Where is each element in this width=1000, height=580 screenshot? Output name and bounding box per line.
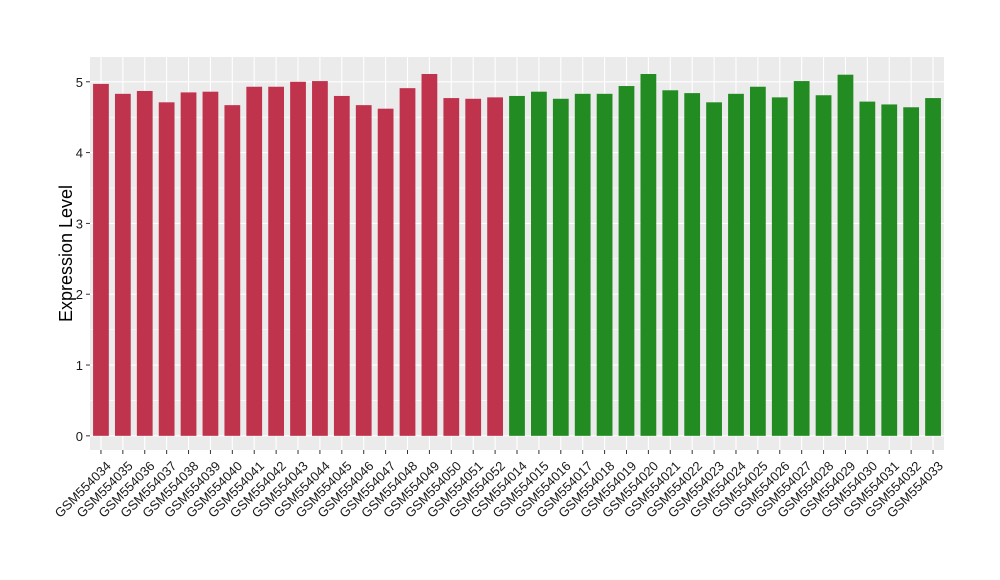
bar-GSM554046 xyxy=(355,105,372,436)
bar-GSM554026 xyxy=(771,97,788,436)
bar-GSM554043 xyxy=(290,81,306,436)
bar-GSM554024 xyxy=(728,93,744,436)
y-tick-label: 0 xyxy=(76,429,83,444)
bar-GSM554030 xyxy=(859,101,876,436)
bar-GSM554037 xyxy=(158,102,175,436)
bar-GSM554025 xyxy=(749,86,766,436)
bar-GSM554020 xyxy=(640,73,657,436)
bar-GSM554039 xyxy=(202,91,219,436)
bar-GSM554047 xyxy=(377,108,394,436)
bar-GSM554014 xyxy=(509,95,525,436)
bars-group xyxy=(93,73,941,436)
bar-GSM554029 xyxy=(837,74,854,436)
y-axis-ticks: 0 1 2 3 4 5 xyxy=(76,75,90,444)
bar-GSM554042 xyxy=(268,86,285,436)
bar-GSM554018 xyxy=(596,93,613,436)
bar-GSM554034 xyxy=(93,83,109,436)
y-axis-title: Expression Level xyxy=(56,185,76,322)
bar-GSM554033 xyxy=(925,98,941,436)
bar-GSM554028 xyxy=(815,95,832,436)
bar-GSM554035 xyxy=(114,93,131,436)
y-tick-label: 3 xyxy=(76,216,83,231)
bar-GSM554052 xyxy=(487,97,503,436)
bar-GSM554038 xyxy=(180,92,197,436)
bar-GSM554041 xyxy=(246,86,263,436)
bar-GSM554016 xyxy=(552,98,569,436)
bar-GSM554021 xyxy=(662,90,679,436)
y-tick-label: 5 xyxy=(76,75,83,90)
bar-GSM554015 xyxy=(531,91,547,436)
bar-GSM554050 xyxy=(443,98,460,436)
bar-GSM554045 xyxy=(333,95,350,436)
bar-GSM554031 xyxy=(881,104,898,436)
bar-GSM554051 xyxy=(465,98,482,436)
bar-GSM554049 xyxy=(421,73,438,436)
bar-GSM554040 xyxy=(224,105,241,436)
y-tick-label: 2 xyxy=(76,287,83,302)
x-axis-ticks: GSM554034GSM554035GSM554036GSM554037GSM5… xyxy=(52,450,946,521)
bar-GSM554022 xyxy=(684,93,701,436)
bar-GSM554017 xyxy=(574,93,591,436)
y-tick-label: 1 xyxy=(76,358,83,373)
y-tick-label: 4 xyxy=(76,146,83,161)
bar-GSM554023 xyxy=(706,102,722,436)
bar-GSM554044 xyxy=(312,81,328,436)
bar-GSM554032 xyxy=(903,107,920,436)
bar-GSM554036 xyxy=(136,90,153,436)
bar-GSM554027 xyxy=(793,81,810,436)
bar-GSM554019 xyxy=(618,86,635,436)
bar-GSM554048 xyxy=(399,88,416,436)
